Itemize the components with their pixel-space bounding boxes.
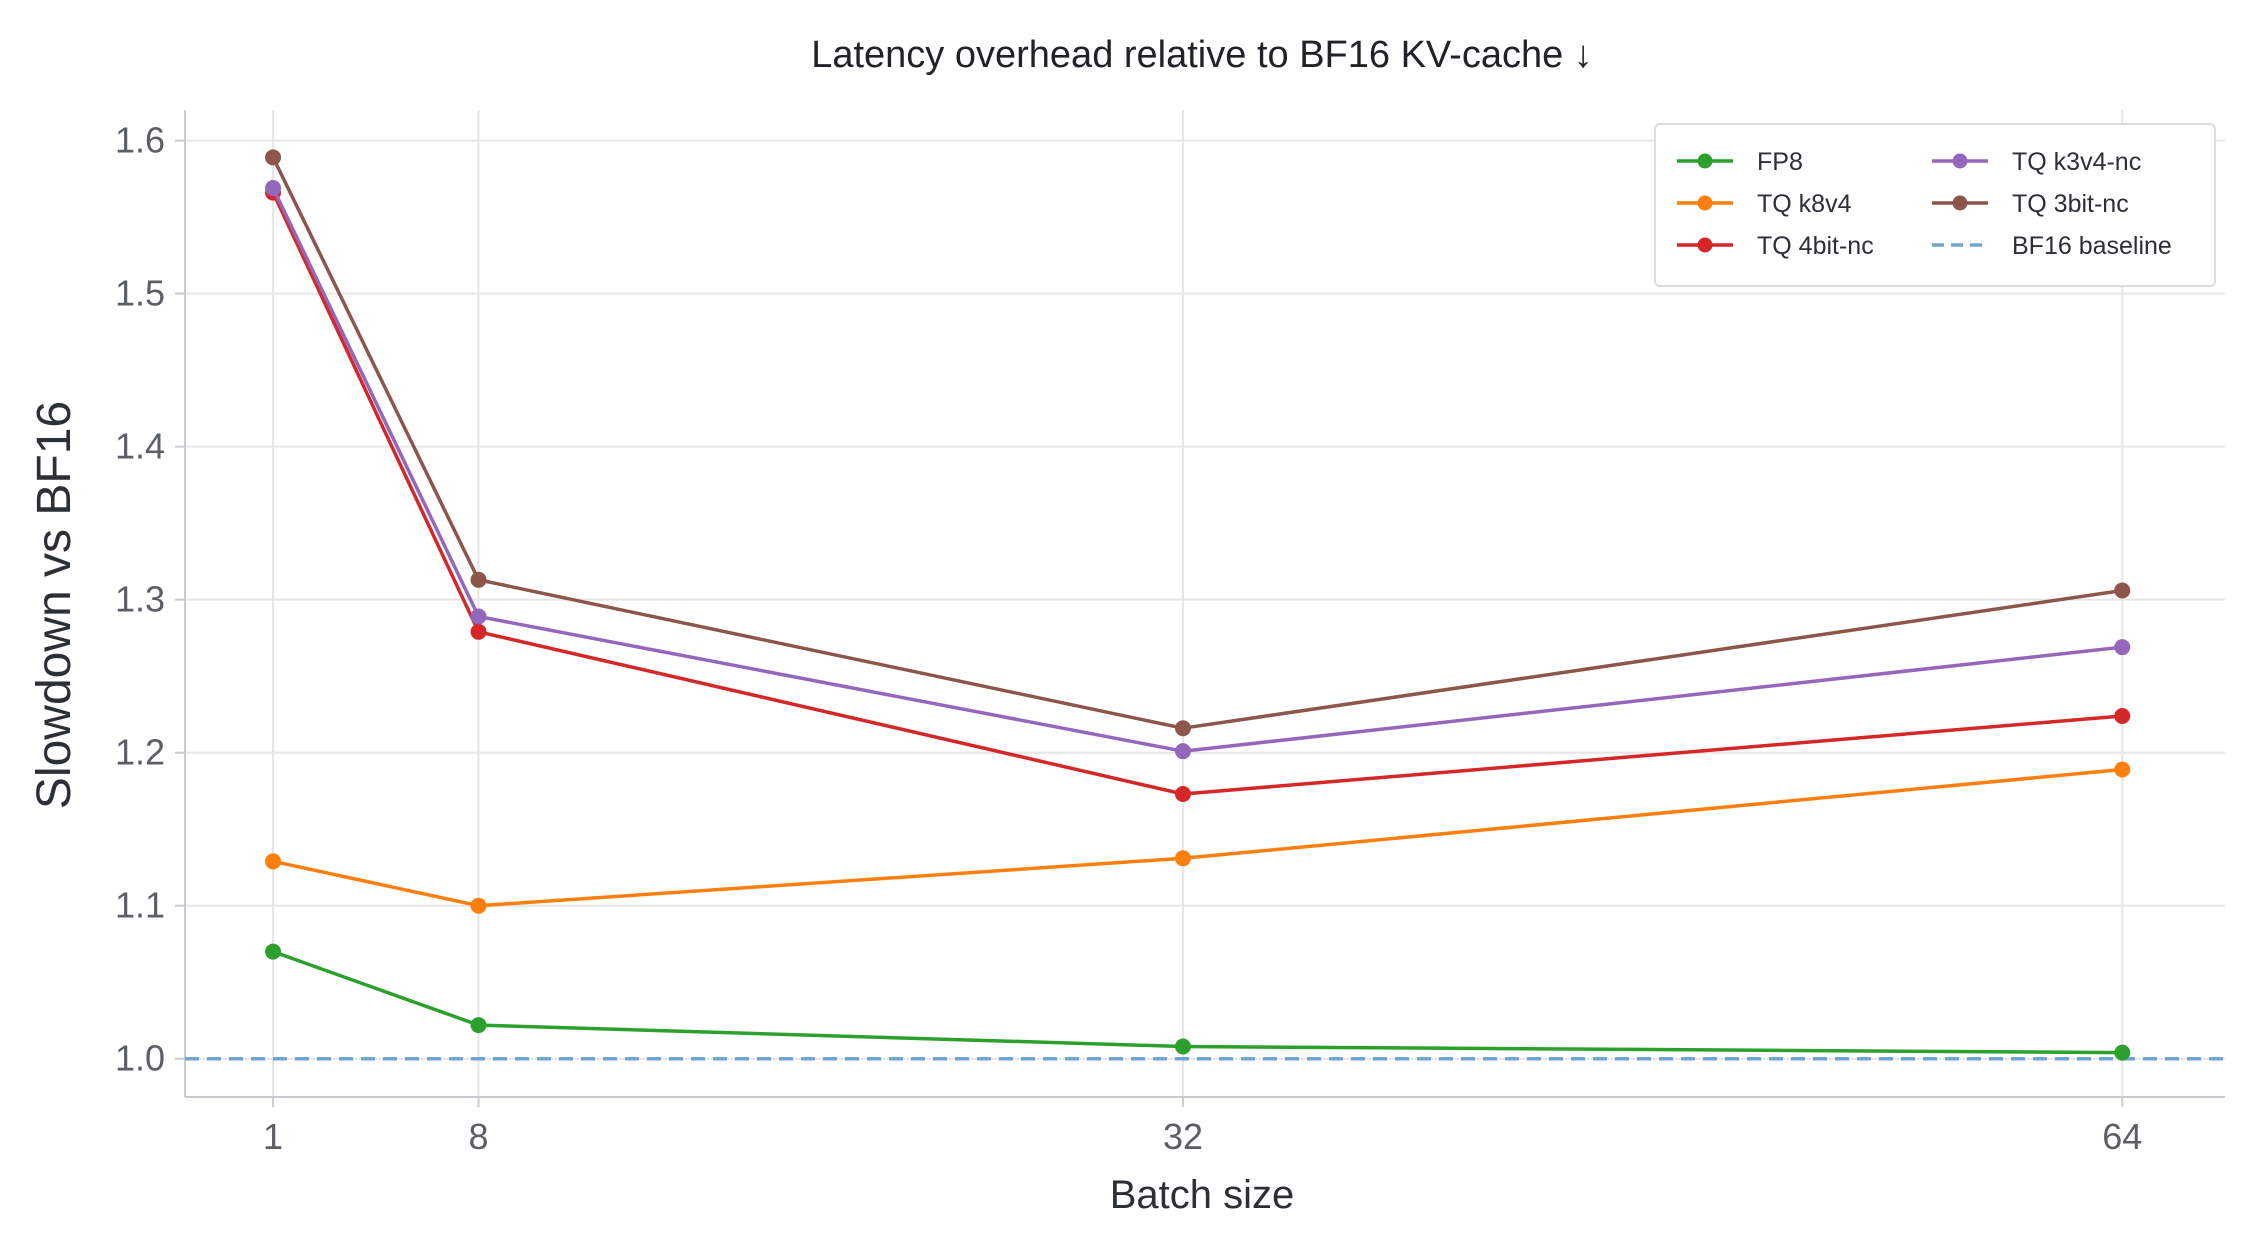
y-axis-label: Slowdown vs BF16: [28, 401, 81, 809]
legend-label: TQ k3v4-nc: [2012, 148, 2141, 176]
legend-swatch-marker: [1697, 237, 1713, 253]
x-tick-label: 64: [2102, 1116, 2142, 1157]
legend-label: FP8: [1757, 148, 1803, 176]
x-axis-label: Batch size: [1110, 1173, 1295, 1217]
data-point: [1174, 850, 1191, 867]
data-point: [1174, 743, 1191, 760]
y-tick-label: 1.1: [115, 885, 165, 926]
series-line: [272, 949, 2123, 1055]
axes: [184, 110, 2225, 1098]
data-point: [265, 180, 282, 197]
series: [265, 149, 2131, 1061]
x-tick-label: 1: [263, 1116, 283, 1157]
y-tick-label: 1.2: [115, 732, 165, 773]
y-tick-label: 1.0: [115, 1038, 165, 1079]
chart-title: Latency overhead relative to BF16 KV-cac…: [811, 34, 1593, 76]
data-point: [470, 1017, 487, 1034]
data-point: [470, 897, 487, 914]
data-point: [265, 149, 282, 166]
data-point: [470, 571, 487, 588]
legend-label: TQ 3bit-nc: [2012, 190, 2129, 218]
data-point: [265, 853, 282, 870]
series-line: [271, 156, 2123, 730]
data-point: [470, 623, 487, 640]
y-tick-label: 1.5: [115, 273, 165, 314]
y-tick-label: 1.4: [115, 426, 165, 467]
data-point: [2114, 707, 2131, 724]
data-point: [1174, 786, 1191, 803]
y-ticks: 1.0 1.1 1.2 1.3 1.4 1.5 1.6: [115, 120, 185, 1079]
data-point: [2114, 582, 2131, 599]
data-point: [2114, 639, 2131, 656]
series-line: [271, 191, 2123, 796]
legend-label: TQ k8v4: [1757, 190, 1852, 218]
x-tick-label: 32: [1163, 1116, 1203, 1157]
data-point: [1174, 720, 1191, 737]
legend-label: BF16 baseline: [2012, 232, 2172, 260]
y-tick-label: 1.3: [115, 579, 165, 620]
legend-label: TQ 4bit-nc: [1757, 232, 1874, 260]
data-point: [265, 943, 282, 960]
series-line: [272, 767, 2123, 908]
data-point: [1174, 1038, 1191, 1055]
legend-swatch-marker: [1697, 153, 1713, 169]
legend: FP8 TQ k8v4 TQ 4bit-nc TQ k3v4-nc TQ 3bit-nc…: [1654, 123, 2216, 287]
legend-swatch-marker: [1952, 195, 1968, 211]
x-tick-label: 8: [469, 1116, 489, 1157]
data-point: [2114, 761, 2131, 778]
legend-swatch-marker: [1952, 153, 1968, 169]
x-ticks: 1 8 32 64: [263, 1097, 2142, 1157]
legend-box: [1654, 123, 2216, 287]
data-point: [470, 608, 487, 625]
series-line: [271, 187, 2123, 753]
data-point: [2114, 1044, 2131, 1061]
legend-swatch-marker: [1697, 195, 1713, 211]
y-tick-label: 1.6: [115, 120, 165, 161]
